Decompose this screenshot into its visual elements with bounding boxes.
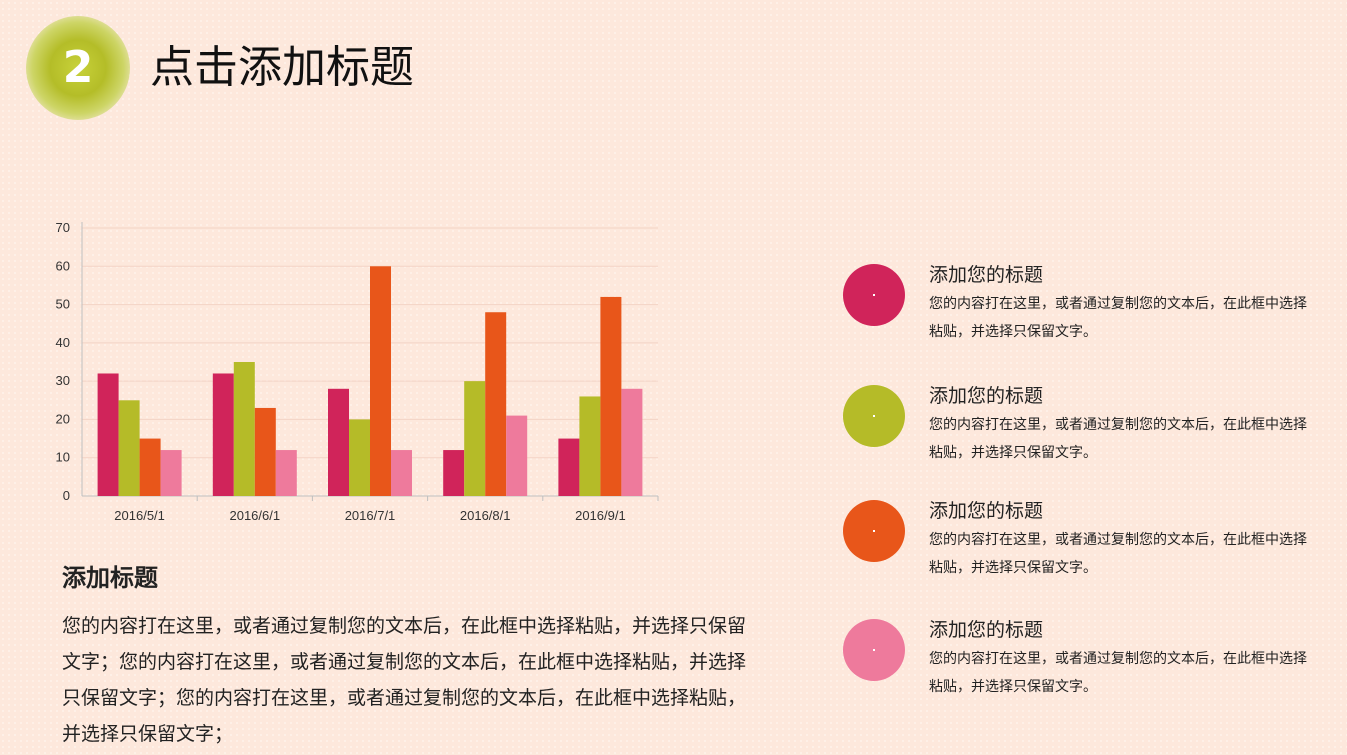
- bar: [370, 266, 391, 496]
- item-title: 添加您的标题: [929, 500, 1044, 522]
- y-tick-label: 0: [63, 488, 70, 503]
- item-dot-icon: [843, 619, 905, 681]
- item-dot-icon: [843, 500, 905, 562]
- bar: [391, 450, 412, 496]
- bar: [328, 388, 349, 496]
- section-number-badge: 2: [26, 16, 130, 120]
- bar: [349, 419, 370, 496]
- item-title: 添加您的标题: [929, 619, 1044, 641]
- bar: [464, 381, 486, 496]
- x-tick-label: 2016/7/1: [345, 508, 396, 523]
- item-description: 您的内容打在这里，或者通过复制您的文本后，在此框中选择粘贴，并选择只保留文字。: [929, 651, 1307, 695]
- y-tick-label: 50: [56, 297, 70, 312]
- bar: [212, 373, 234, 496]
- section-number: 2: [62, 42, 94, 93]
- x-tick-label: 2016/6/1: [229, 508, 280, 523]
- bar: [579, 396, 601, 496]
- bar: [233, 362, 255, 496]
- y-tick-label: 70: [56, 220, 70, 235]
- item-description: 您的内容打在这里，或者通过复制您的文本后，在此框中选择粘贴，并选择只保留文字。: [929, 532, 1307, 576]
- bar: [443, 450, 465, 496]
- bar: [160, 450, 182, 496]
- bar: [558, 438, 580, 496]
- y-tick-label: 30: [56, 373, 70, 388]
- item-description: 您的内容打在这里，或者通过复制您的文本后，在此框中选择粘贴，并选择只保留文字。: [929, 296, 1307, 340]
- bar: [97, 373, 119, 496]
- y-tick-label: 10: [56, 450, 70, 465]
- bar-chart: 0 10 20 30 40 50 60 70 2016/5/1 2016/6/1 2016/7/1 2…: [56, 220, 659, 523]
- bar: [506, 415, 528, 496]
- list-item: 添加您的标题 您的内容打在这里，或者通过复制您的文本后，在此框中选择粘贴，并选择…: [843, 498, 1323, 588]
- x-tick-label: 2016/8/1: [460, 508, 511, 523]
- list-item: 添加您的标题 您的内容打在这里，或者通过复制您的文本后，在此框中选择粘贴，并选择…: [843, 262, 1323, 352]
- bar: [275, 450, 297, 496]
- bar: [621, 388, 643, 496]
- section-body: 您的内容打在这里，或者通过复制您的文本后，在此框中选择粘贴，并选择只保留文字；您…: [62, 615, 747, 745]
- bar: [600, 296, 622, 496]
- bar: [254, 407, 276, 496]
- y-tick-label: 60: [56, 258, 70, 273]
- x-tick-label: 2016/9/1: [575, 508, 626, 523]
- y-tick-label: 40: [56, 335, 70, 350]
- item-dot-icon: [843, 264, 905, 326]
- page-title: 点击添加标题: [150, 42, 414, 93]
- section-title: 添加标题: [62, 564, 158, 592]
- list-item: 添加您的标题 您的内容打在这里，或者通过复制您的文本后，在此框中选择粘贴，并选择…: [843, 383, 1323, 473]
- item-dot-icon: [843, 385, 905, 447]
- item-title: 添加您的标题: [929, 385, 1044, 407]
- bar: [139, 438, 161, 496]
- item-title: 添加您的标题: [929, 264, 1044, 286]
- y-tick-label: 20: [56, 411, 70, 426]
- list-item: 添加您的标题 您的内容打在这里，或者通过复制您的文本后，在此框中选择粘贴，并选择…: [843, 617, 1323, 707]
- bar: [485, 312, 507, 496]
- item-description: 您的内容打在这里，或者通过复制您的文本后，在此框中选择粘贴，并选择只保留文字。: [929, 417, 1307, 461]
- bar: [118, 400, 140, 496]
- x-tick-label: 2016/5/1: [114, 508, 165, 523]
